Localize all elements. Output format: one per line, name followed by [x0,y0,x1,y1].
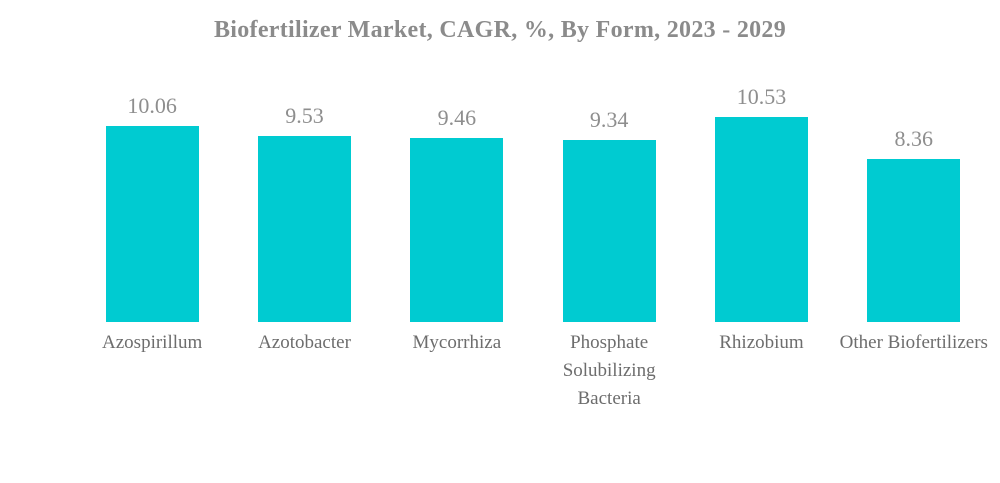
bar-value-label: 10.53 [736,84,787,109]
bar-group-rhizobium: 10.53 [685,48,837,322]
bar-chart: 10.06 9.53 9.46 9.34 10.53 8.36 [76,48,990,322]
bar-group-azospirillum: 10.06 [76,48,228,322]
bar-value-label: 9.46 [437,105,477,130]
bar-rhizobium [714,117,808,322]
bar-value-label: 10.06 [127,93,177,118]
category-label-other-biofertilizers: Other Biofertilizers [839,332,988,353]
bar-phosphate-solubilizing-bacteria [562,140,656,322]
bar-value-label: 8.36 [894,126,934,151]
category-label-mycorrhiza: Mycorrhiza [412,332,502,353]
bar-value-label: 9.34 [589,107,629,132]
chart-title: Biofertilizer Market, CAGR, %, By Form, … [213,17,787,43]
category-label-phosphate-solubilizing-bacteria: Phosphate Solubilizing Bacteria [562,332,656,409]
bar-group-other-biofertilizers: 8.36 [838,48,990,322]
bar-azospirillum [105,126,199,322]
bar-group-phosphate-solubilizing-bacteria: 9.34 [533,48,685,322]
bar-group-azotobacter: 9.53 [228,48,380,322]
bar-group-mycorrhiza: 9.46 [381,48,533,322]
bar-other-biofertilizers [867,159,961,322]
category-axis: Azospirillum Azotobacter Mycorrhiza Phospha… [76,322,990,413]
bar-mycorrhiza [410,138,504,322]
category-label-rhizobium: Rhizobium [719,332,804,353]
bar-value-label: 9.53 [285,103,324,128]
bar-azotobacter [257,136,351,322]
category-label-azospirillum: Azospirillum [102,332,203,353]
category-label-azotobacter: Azotobacter [258,332,351,353]
